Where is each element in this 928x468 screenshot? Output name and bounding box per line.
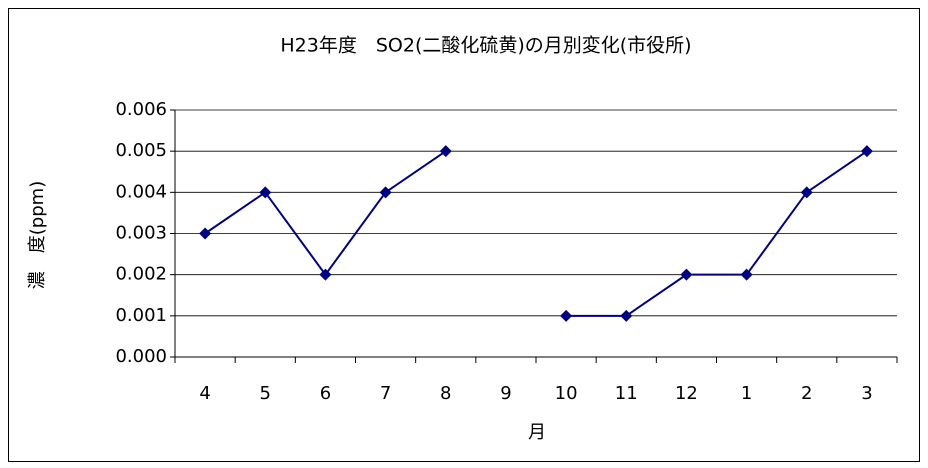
data-point <box>620 309 633 322</box>
data-point <box>199 227 212 240</box>
y-axis-label: 濃 度(ppm) <box>27 181 48 289</box>
data-point <box>800 186 813 199</box>
chart-border <box>8 8 920 462</box>
x-tick-label: 12 <box>675 383 698 404</box>
data-point <box>680 268 693 281</box>
x-tick-label: 2 <box>801 383 812 404</box>
x-tick-label: 5 <box>260 383 271 404</box>
data-point <box>860 145 873 158</box>
y-tick-label: 0.001 <box>115 305 167 326</box>
x-tick-label: 1 <box>741 383 752 404</box>
chart-title: H23年度 SO2(二酸化硫黄)の月別変化(市役所) <box>280 35 691 57</box>
x-tick-label: 8 <box>440 383 451 404</box>
x-tick-label: 3 <box>861 383 872 404</box>
y-tick-label: 0.002 <box>115 264 167 285</box>
x-axis-label: 月 <box>528 422 546 443</box>
y-tick-label: 0.000 <box>115 346 167 367</box>
x-tick-label: 7 <box>380 383 391 404</box>
x-tick-label: 11 <box>615 383 638 404</box>
y-tick-label: 0.005 <box>115 140 167 161</box>
data-point <box>259 186 272 199</box>
y-tick-label: 0.003 <box>115 223 167 244</box>
x-tick-label: 9 <box>500 383 511 404</box>
x-tick-label: 4 <box>199 383 210 404</box>
data-point <box>439 145 452 158</box>
data-point <box>379 186 392 199</box>
y-tick-label: 0.006 <box>115 99 167 120</box>
data-point <box>319 268 332 281</box>
data-point <box>560 309 573 322</box>
x-tick-label: 10 <box>555 383 578 404</box>
y-tick-label: 0.004 <box>115 181 167 202</box>
x-tick-label: 6 <box>320 383 331 404</box>
data-point <box>740 268 753 281</box>
